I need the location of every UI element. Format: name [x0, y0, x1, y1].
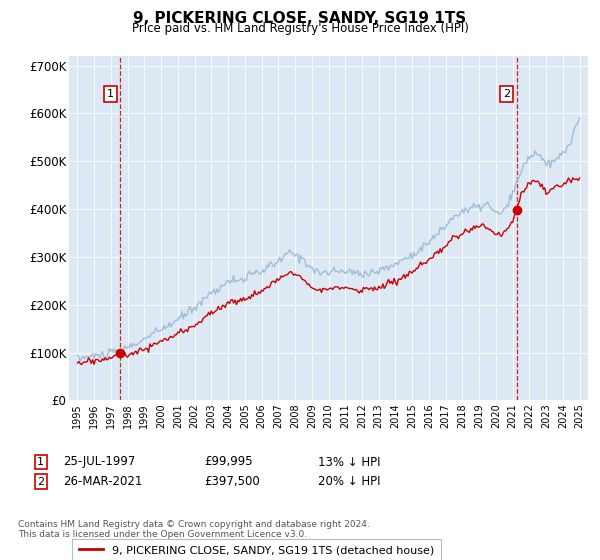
Text: Price paid vs. HM Land Registry's House Price Index (HPI): Price paid vs. HM Land Registry's House … — [131, 22, 469, 35]
Text: 25-JUL-1997: 25-JUL-1997 — [63, 455, 136, 469]
Text: 13% ↓ HPI: 13% ↓ HPI — [318, 455, 380, 469]
Text: 26-MAR-2021: 26-MAR-2021 — [63, 475, 142, 488]
Text: 1: 1 — [107, 89, 114, 99]
Text: 1: 1 — [37, 457, 44, 467]
Legend: 9, PICKERING CLOSE, SANDY, SG19 1TS (detached house), HPI: Average price, detach: 9, PICKERING CLOSE, SANDY, SG19 1TS (det… — [72, 539, 441, 560]
Text: 2: 2 — [503, 89, 510, 99]
Text: 20% ↓ HPI: 20% ↓ HPI — [318, 475, 380, 488]
Text: Contains HM Land Registry data © Crown copyright and database right 2024.
This d: Contains HM Land Registry data © Crown c… — [18, 520, 370, 539]
Text: £99,995: £99,995 — [204, 455, 253, 469]
Text: 9, PICKERING CLOSE, SANDY, SG19 1TS: 9, PICKERING CLOSE, SANDY, SG19 1TS — [133, 11, 467, 26]
Text: 2: 2 — [37, 477, 44, 487]
Text: £397,500: £397,500 — [204, 475, 260, 488]
